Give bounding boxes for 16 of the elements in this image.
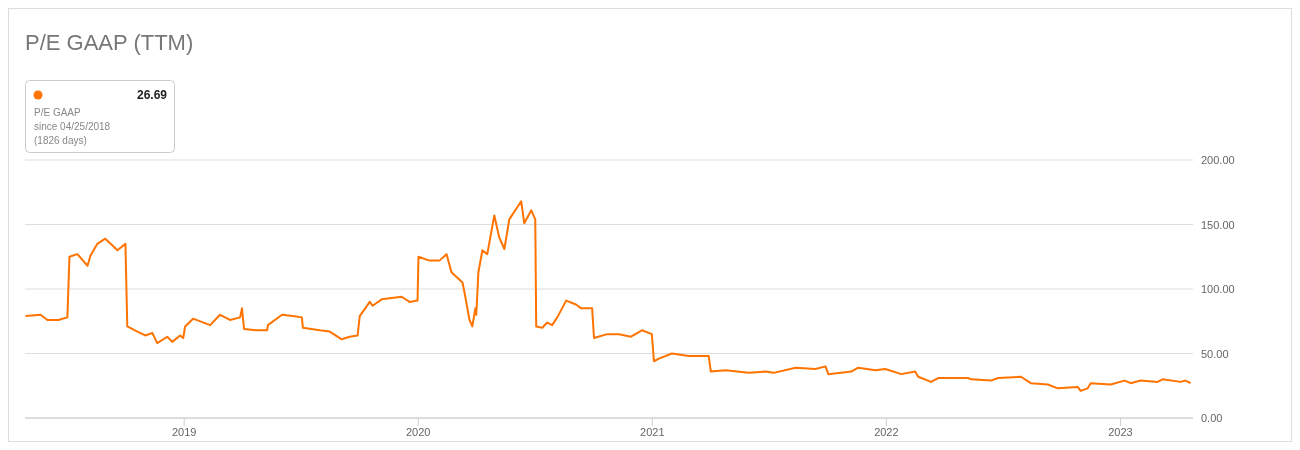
x-tick-label: 2023: [1108, 426, 1133, 438]
x-tick-label: 2019: [171, 426, 197, 438]
text: since 04/25/2018: [34, 121, 111, 132]
x-tick-label: 2021: [640, 426, 665, 438]
y-tick-label: 0.00: [1201, 412, 1223, 424]
text: (1826 days): [34, 135, 87, 146]
y-tick-label: 200.00: [1201, 154, 1235, 166]
y-tick-label: 100.00: [1201, 283, 1235, 295]
x-tick-label: 2020: [405, 426, 431, 438]
text: P/E GAAP: [34, 107, 82, 118]
chart-title: P/E GAAP (TTM): [25, 30, 194, 55]
x-tick-label: 2022: [874, 426, 899, 438]
y-tick-label: 150.00: [1201, 218, 1235, 231]
text: 26.69: [136, 88, 168, 102]
line-series: [24, 200, 1192, 392]
y-tick-label: 50.00: [1201, 347, 1229, 360]
